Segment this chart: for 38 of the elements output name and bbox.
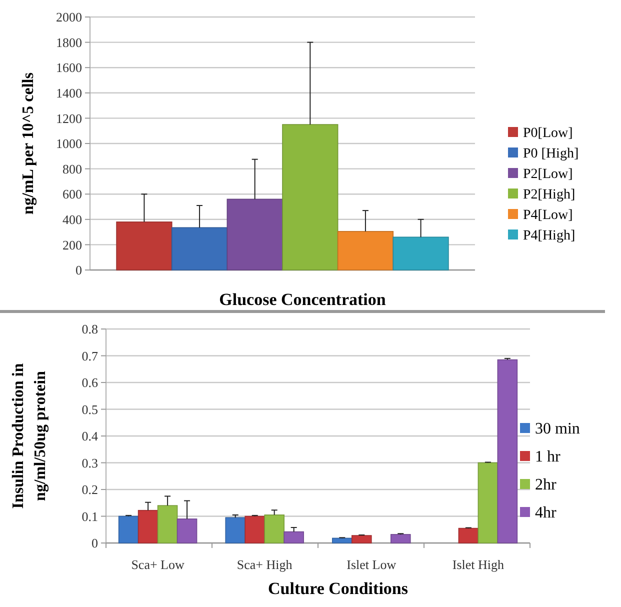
y-tick-label: 0.8 xyxy=(82,322,98,337)
x-tick-label: Islet Low xyxy=(346,557,397,572)
y-tick-label: 0.2 xyxy=(82,482,98,498)
y-tick-label: 800 xyxy=(62,161,82,176)
legend-label: 2hr xyxy=(535,476,557,494)
y-axis-title: ng/mL per 10^5 cells xyxy=(20,72,37,214)
legend-label: 4hr xyxy=(535,504,557,522)
legend-label: P4[Low] xyxy=(523,208,573,223)
legend-label: P2[Low] xyxy=(523,166,573,182)
y-tick-label: 1000 xyxy=(56,136,82,152)
legend-label: P4[High] xyxy=(523,228,576,244)
legend-label: 1 hr xyxy=(535,448,561,466)
x-tick-label: Sca+ High xyxy=(236,557,293,572)
legend-label: P0[Low] xyxy=(523,126,573,141)
x-tick-label: Sca+ Low xyxy=(131,557,185,572)
y-tick-label: 0.1 xyxy=(82,508,98,524)
y-tick-label: 1600 xyxy=(56,60,82,76)
y-tick-label: 0.3 xyxy=(82,455,98,470)
legend-label: 30 min xyxy=(535,420,580,438)
y-tick-label: 0 xyxy=(76,262,82,278)
y-tick-label: 400 xyxy=(62,212,82,227)
legend-label: P2[High] xyxy=(523,187,576,202)
x-tick-label: Islet High xyxy=(452,557,505,572)
y-tick-label: 600 xyxy=(62,186,82,202)
legend-label: P0 [High] xyxy=(523,146,579,162)
y-tick-label: 1400 xyxy=(56,85,82,100)
y-tick-label: 2000 xyxy=(56,10,82,25)
x-axis-title: Culture Conditions xyxy=(268,579,408,598)
y-tick-label: 1200 xyxy=(56,110,82,126)
y-axis-title: Insulin Production in ng/ml/50ug protein xyxy=(10,363,49,509)
y-tick-label: 0.5 xyxy=(82,402,98,417)
y-tick-label: 0 xyxy=(92,536,98,551)
x-axis-title: Glucose Concentration xyxy=(219,290,386,309)
y-tick-label: 1800 xyxy=(56,34,82,50)
y-tick-label: 0.7 xyxy=(82,348,98,364)
y-tick-label: 0.6 xyxy=(82,375,98,390)
y-tick-label: 0.4 xyxy=(82,428,98,444)
y-tick-label: 200 xyxy=(62,237,82,252)
